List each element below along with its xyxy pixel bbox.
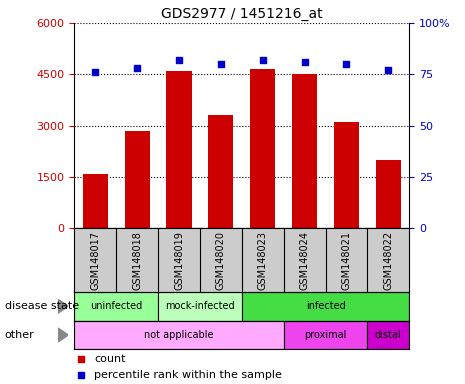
Text: GSM148018: GSM148018 [132, 231, 142, 290]
Text: not applicable: not applicable [144, 330, 214, 340]
Bar [83, 174, 108, 228]
Text: mock-infected: mock-infected [165, 301, 235, 311]
Bar [292, 74, 317, 228]
Point [217, 61, 225, 67]
Title: GDS2977 / 1451216_at: GDS2977 / 1451216_at [161, 7, 323, 21]
Bar [74, 321, 284, 349]
Bar [284, 321, 367, 349]
Bar [166, 71, 192, 228]
Text: count: count [94, 354, 126, 364]
Bar [74, 292, 158, 321]
Point [259, 57, 266, 63]
Bar [208, 116, 233, 228]
Text: proximal: proximal [304, 330, 347, 340]
Bar [367, 321, 409, 349]
Text: GSM148017: GSM148017 [90, 231, 100, 290]
Text: GSM148023: GSM148023 [258, 231, 268, 290]
Text: infected: infected [306, 301, 345, 311]
Text: GSM148019: GSM148019 [174, 231, 184, 290]
Bar [242, 292, 409, 321]
Polygon shape [58, 300, 68, 313]
Text: GSM148022: GSM148022 [383, 231, 393, 290]
Bar [376, 160, 401, 228]
Point [343, 61, 350, 67]
Text: distal: distal [375, 330, 402, 340]
Bar [334, 122, 359, 228]
Text: GSM148020: GSM148020 [216, 231, 226, 290]
Point [77, 356, 85, 362]
Point [301, 59, 308, 65]
Point [175, 57, 183, 63]
Text: percentile rank within the sample: percentile rank within the sample [94, 370, 282, 381]
Point [385, 67, 392, 73]
Polygon shape [58, 328, 68, 342]
Bar [250, 69, 275, 228]
Text: GSM148021: GSM148021 [341, 231, 352, 290]
Point [92, 69, 99, 75]
Text: uninfected: uninfected [90, 301, 142, 311]
Text: disease state: disease state [5, 301, 79, 311]
Text: GSM148024: GSM148024 [299, 231, 310, 290]
Text: other: other [5, 330, 34, 340]
Bar [158, 292, 242, 321]
Point [77, 372, 85, 379]
Point [133, 65, 141, 71]
Bar [125, 131, 150, 228]
